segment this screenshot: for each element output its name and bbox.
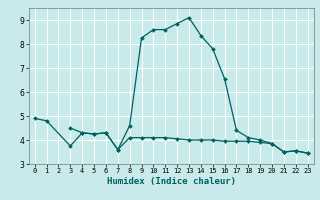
X-axis label: Humidex (Indice chaleur): Humidex (Indice chaleur) xyxy=(107,177,236,186)
